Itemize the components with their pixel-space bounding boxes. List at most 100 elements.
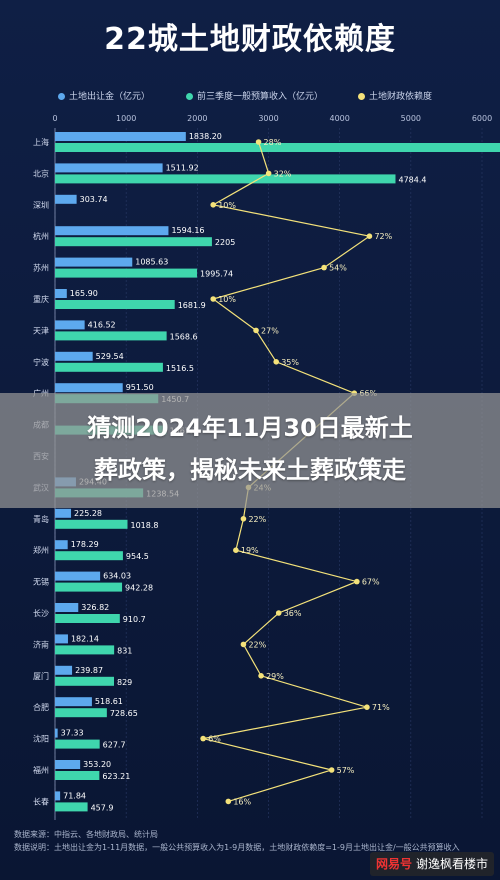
y-category-label: 杭州 [33, 231, 49, 241]
dependency-ratio-point [253, 327, 259, 334]
land-revenue-label: 951.50 [126, 383, 154, 392]
y-category-label: 重庆 [33, 294, 49, 304]
budget-revenue-label: 2205 [215, 238, 235, 247]
land-revenue-bar [55, 571, 101, 581]
y-category-label: 天津 [33, 325, 49, 335]
budget-revenue-label: 829 [117, 678, 132, 687]
dependency-ratio-point [354, 578, 360, 585]
land-revenue-bar [55, 634, 68, 644]
dependency-ratio-point [321, 264, 327, 271]
land-revenue-label: 1594.16 [171, 226, 204, 235]
y-category-label: 沈阳 [33, 734, 49, 744]
budget-revenue-label: 457.9 [91, 803, 114, 812]
dependency-ratio-point [200, 735, 206, 742]
y-category-label: 深圳 [33, 200, 49, 210]
land-revenue-label: 1511.92 [166, 163, 199, 172]
dependency-ratio-label: 29% [266, 672, 284, 681]
land-revenue-label: 416.52 [88, 320, 116, 329]
land-revenue-bar [55, 383, 123, 393]
land-revenue-label: 326.82 [81, 603, 109, 612]
y-category-label: 北京 [33, 168, 49, 178]
article-title-banner: 猜测2024年11月30日最新土 葬政策，揭秘未来土葬政策走 [0, 393, 500, 508]
legend-dot-ratio [358, 93, 365, 100]
budget-revenue-label: 623.21 [102, 772, 130, 781]
dependency-ratio-label: 54% [329, 264, 347, 273]
budget-revenue-label: 954.5 [126, 552, 149, 561]
article-title-line-1: 猜测2024年11月30日最新土 [87, 414, 413, 442]
land-revenue-label: 71.84 [63, 791, 86, 800]
dependency-ratio-point [364, 704, 370, 710]
y-category-label: 无锡 [33, 578, 49, 587]
budget-revenue-label: 831 [117, 646, 132, 655]
dependency-ratio-label: 6% [208, 735, 221, 744]
dependency-ratio-label: 22% [248, 640, 266, 649]
land-revenue-label: 303.74 [80, 195, 108, 204]
y-category-label: 济南 [33, 639, 49, 649]
dependency-ratio-label: 28% [264, 138, 282, 147]
x-tick-label: 4000 [329, 114, 349, 123]
land-revenue-label: 178.29 [71, 540, 99, 549]
budget-revenue-bar [55, 582, 123, 592]
dependency-ratio-label: 27% [261, 326, 279, 335]
budget-revenue-label: 1681.9 [178, 301, 206, 310]
dependency-ratio-label: 16% [233, 797, 251, 806]
budget-revenue-label: 1995.74 [200, 270, 233, 279]
dependency-ratio-point [328, 767, 335, 773]
budget-revenue-bar [55, 645, 115, 655]
y-category-label: 上海 [33, 137, 49, 147]
land-revenue-bar [55, 728, 58, 738]
budget-revenue-bar [55, 300, 175, 309]
land-revenue-label: 165.90 [70, 289, 98, 298]
budget-revenue-bar [55, 519, 128, 529]
legend-item-budget: 前三季度一般预算收入（亿元） [186, 88, 323, 106]
budget-revenue-label: 4784.4 [398, 175, 426, 184]
dependency-ratio-label: 10% [218, 201, 236, 210]
legend-label-budget: 前三季度一般预算收入（亿元） [197, 92, 324, 102]
land-revenue-bar [55, 665, 73, 675]
dependency-ratio-point [258, 673, 264, 679]
land-revenue-label: 518.61 [95, 697, 123, 706]
budget-revenue-bar [55, 614, 120, 623]
article-title-line-2: 葬政策，揭秘未来土葬政策走 [94, 456, 406, 484]
dependency-ratio-label: 57% [337, 766, 355, 775]
land-revenue-bar [55, 603, 79, 612]
budget-revenue-label: 1568.6 [170, 332, 198, 341]
dependency-ratio-label: 71% [372, 703, 390, 712]
land-revenue-bar [55, 132, 186, 141]
watermark-text: 谢逸枫看楼市 [415, 857, 488, 871]
land-revenue-label: 634.03 [103, 572, 131, 581]
dependency-ratio-point [240, 516, 247, 522]
dependency-ratio-point [240, 641, 247, 648]
budget-revenue-bar [55, 362, 163, 372]
dependency-ratio-point [273, 359, 280, 365]
land-revenue-bar [55, 257, 133, 267]
y-category-label: 合肥 [33, 702, 49, 712]
x-tick-label: 0 [52, 114, 57, 123]
land-revenue-bar [55, 760, 81, 769]
dependency-ratio-label: 19% [241, 546, 259, 555]
land-revenue-label: 529.54 [96, 352, 124, 361]
land-revenue-bar [55, 508, 72, 518]
budget-revenue-bar [55, 771, 100, 780]
x-tick-label: 1000 [116, 114, 136, 123]
budget-revenue-bar [55, 708, 107, 718]
land-revenue-bar [55, 226, 169, 236]
dependency-ratio-label: 10% [218, 295, 236, 304]
land-revenue-label: 353.20 [83, 760, 111, 769]
x-tick-label: 6000 [472, 114, 492, 123]
dependency-ratio-label: 72% [374, 232, 392, 241]
y-category-label: 福州 [33, 766, 49, 775]
dependency-ratio-label: 36% [284, 609, 302, 618]
budget-revenue-bar [55, 143, 500, 152]
y-category-label: 郑州 [33, 545, 49, 555]
land-revenue-label: 37.33 [61, 729, 84, 738]
budget-revenue-bar [55, 268, 198, 278]
land-revenue-bar [55, 791, 61, 801]
dependency-ratio-label: 32% [274, 169, 292, 178]
budget-revenue-label: 910.7 [123, 615, 146, 624]
budget-revenue-bar [55, 551, 123, 561]
land-revenue-bar [55, 194, 77, 204]
chart-title: 22城土地财政依赖度 [104, 22, 396, 57]
x-tick-label: 2000 [187, 114, 207, 123]
dependency-ratio-point [255, 139, 262, 145]
